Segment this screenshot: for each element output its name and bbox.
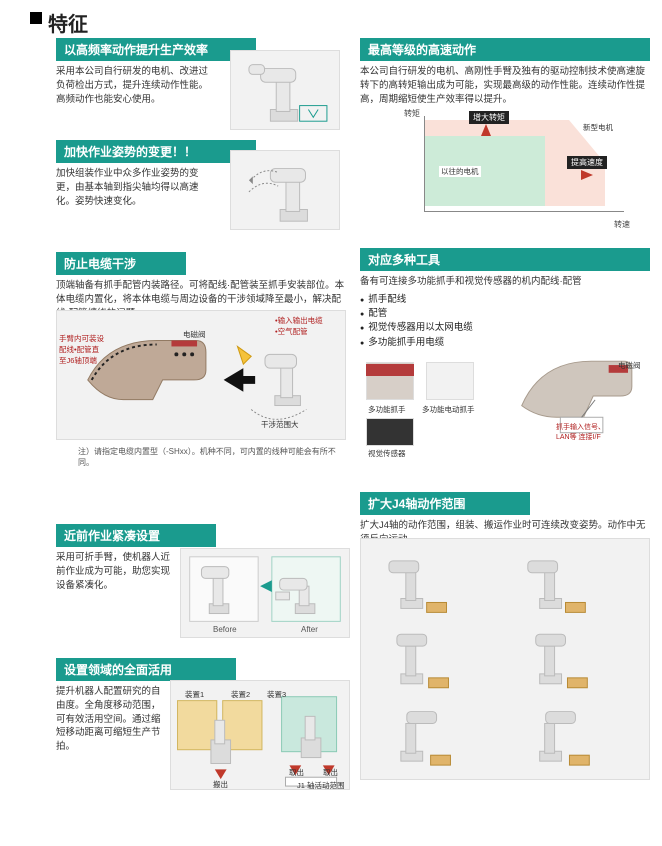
section-speed: 最高等级的高速动作 本公司自行研发的电机、高刚性手臂及独有的驱动控制技术使高速旋… bbox=[360, 38, 650, 106]
figure-robot-freq bbox=[230, 50, 340, 130]
heading-pose: 加快作业姿势的变更！！ bbox=[56, 140, 256, 163]
text-pose: 加快组装作业中众多作业姿势的变更，由基本轴到指尖轴均得以高速化。姿势快速变化。 bbox=[56, 167, 216, 208]
label-multi-hand: 多功能抓手 bbox=[368, 404, 406, 415]
heading-speed: 最高等级的高速动作 bbox=[360, 38, 650, 61]
label-eq1: 装置1 bbox=[185, 689, 204, 700]
axis-y-label: 转矩 bbox=[404, 108, 420, 119]
arrow-torque-up bbox=[481, 124, 491, 136]
label-vision: 视觉传感器 bbox=[368, 448, 406, 459]
label-out3: 取出 bbox=[323, 767, 338, 778]
label-interference: 干涉范围大 bbox=[261, 419, 299, 430]
label-tool-valve: 电磁阀 bbox=[618, 360, 641, 371]
label-eq3: 装置3 bbox=[267, 689, 286, 700]
chart-speed: 增大转矩 提高速度 以往的电机 新型电机 转矩 转速 bbox=[400, 110, 630, 230]
figure-tools: 多功能抓手 多功能电动抓手 视觉传感器 电磁阀 抓手输入信号、 LAN等 连接I… bbox=[360, 334, 650, 454]
text-tool: 备有可连接多功能抓手和视觉传感器的机内配线·配管 bbox=[360, 275, 650, 289]
text-layout: 提升机器人配置研究的自由度。全角度移动范围，可有效活用空间。通过缩短移动距离可缩… bbox=[56, 685, 166, 754]
label-new-motor: 新型电机 bbox=[583, 122, 613, 133]
bullet-item: 配管 bbox=[360, 307, 650, 321]
axis-x-label: 转速 bbox=[614, 219, 630, 230]
label-arm-cable: 手臂内可装设 配线•配管直 至J6轴顶端 bbox=[59, 333, 119, 366]
label-out1: 搬出 bbox=[213, 779, 228, 790]
label-out2: 取出 bbox=[289, 767, 304, 778]
label-valve: 电磁阀 bbox=[183, 329, 206, 340]
text-frequency: 采用本公司自行研发的电机、改进过负荷检出方式，提升连续动作性能。高频动作也能安心… bbox=[56, 65, 216, 106]
page-title: 特征 bbox=[48, 8, 88, 37]
heading-near: 近前作业紧凑设置 bbox=[56, 524, 216, 547]
heading-tool: 对应多种工具 bbox=[360, 248, 650, 271]
label-before: Before bbox=[213, 625, 237, 634]
text-near: 采用可折手臂，使机器人近前作业成为可能，助您实现设备紧凑化。 bbox=[56, 551, 176, 592]
arrow-speed-right bbox=[581, 170, 593, 180]
heading-cable: 防止电缆干涉 bbox=[56, 252, 186, 275]
label-tool-io: 抓手输入信号、 LAN等 连接I/F bbox=[556, 422, 605, 442]
heading-frequency: 以高频率动作提升生产效率 bbox=[56, 38, 256, 61]
heading-j4: 扩大J4轴动作范围 bbox=[360, 492, 530, 515]
label-j1-range: J1 轴活动范围 bbox=[297, 780, 345, 791]
text-speed: 本公司自行研发的电机、高刚性手臂及独有的驱动控制技术使高速旋转下的高转矩输出成为… bbox=[360, 65, 650, 106]
chip-torque: 增大转矩 bbox=[469, 111, 509, 124]
heading-layout: 设置领域的全面活用 bbox=[56, 658, 236, 681]
label-old-motor: 以往的电机 bbox=[439, 166, 481, 177]
chart-plot-area: 增大转矩 提高速度 以往的电机 新型电机 bbox=[424, 116, 624, 212]
label-after: After bbox=[301, 625, 318, 634]
label-elec-hand: 多功能电动抓手 bbox=[422, 404, 475, 415]
figure-cable: 手臂内可装设 配线•配管直 至J6轴顶端 电磁阀 •输入输出电缆 •空气配管 干… bbox=[56, 310, 346, 440]
cable-note: 注）请指定电缆内置型（-SHxx）。机种不同，可内置的线种可能会有所不同。 bbox=[78, 446, 338, 468]
label-io-cable: •输入输出电缆 •空气配管 bbox=[275, 315, 323, 337]
figure-near: Before After bbox=[180, 548, 350, 638]
chip-speed: 提高速度 bbox=[567, 156, 607, 169]
bullet-item: 抓手配线 bbox=[360, 293, 650, 307]
label-eq2: 装置2 bbox=[231, 689, 250, 700]
figure-layout: 装置1 装置2 装置3 搬出 取出 取出 J1 轴活动范围 bbox=[170, 680, 350, 790]
figure-robot-pose bbox=[230, 150, 340, 230]
figure-j4-grid bbox=[360, 538, 650, 780]
